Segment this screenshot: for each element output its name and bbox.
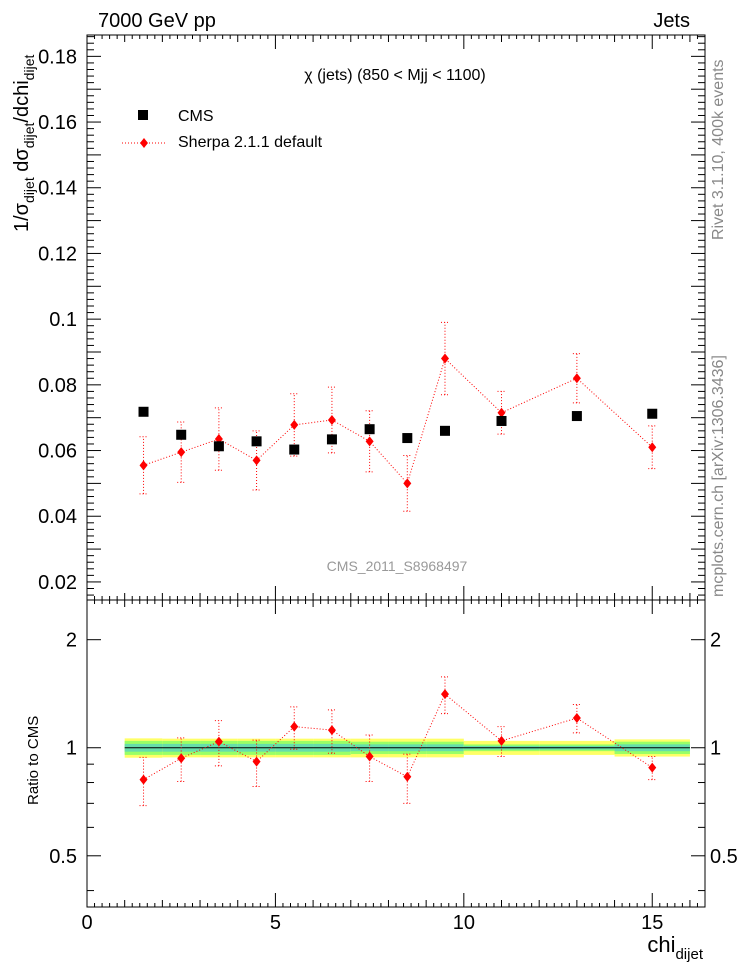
x-tick-label: 0	[81, 912, 92, 934]
sherpa-point	[327, 414, 336, 425]
legend: CMS Sherpa 2.1.1 default	[122, 108, 323, 151]
y-tick-label-ratio-right: 2	[710, 630, 721, 652]
sherpa-point	[365, 436, 374, 447]
sherpa-point	[648, 442, 657, 453]
sherpa-point	[290, 419, 299, 430]
y-tick-label-main: 0.14	[38, 178, 77, 200]
x-tick-label: 10	[453, 912, 475, 934]
sherpa-point	[252, 455, 261, 466]
ratio-frame	[86, 599, 706, 908]
chart-title: χ (jets) (850 < Mjj < 1100)	[304, 67, 486, 84]
sherpa-point	[403, 478, 412, 489]
cms-point	[213, 441, 224, 452]
legend-marker-sherpa	[140, 138, 148, 148]
ratio-panel: 0 5 10 15 0.5 0.5 1 1 2 2	[49, 599, 738, 934]
y-tick-label-main: 0.04	[38, 506, 77, 528]
cms-point	[326, 434, 337, 445]
header-left: 7000 GeV pp	[98, 10, 216, 32]
sherpa-ratio-point	[497, 735, 506, 746]
sherpa-ratio-point	[139, 774, 148, 785]
y-tick-label-main: 0.02	[38, 572, 77, 594]
sherpa-line	[143, 357, 653, 485]
cms-point	[364, 424, 375, 435]
legend-label-cms: CMS	[178, 108, 214, 125]
legend-marker-cms	[138, 110, 148, 120]
sherpa-ratio-point	[365, 751, 374, 762]
sherpa-ratio-point	[327, 725, 336, 736]
cms-point	[138, 406, 149, 417]
sherpa-ratio-point	[214, 736, 223, 747]
x-tick-label: 15	[641, 912, 663, 934]
x-axis-label: chidijet	[647, 932, 703, 963]
sherpa-point	[177, 447, 186, 458]
y-axis-label-ratio: Ratio to CMS	[25, 716, 42, 805]
sherpa-ratio-point	[177, 753, 186, 764]
mcplots-label: mcplots.cern.ch [arXiv:1306.3436]	[710, 355, 727, 597]
main-panel: 0.02 0.04 0.06 0.08 0.1 0.12 0.14 0.16 0.18	[38, 34, 706, 907]
rivet-label: Rivet 3.1.10, 400k events	[710, 59, 727, 240]
y-axis-label-main: 1/σdijet dσdijet/dchidijet	[11, 55, 37, 232]
analysis-watermark: CMS_2011_S8968497	[327, 558, 468, 574]
y-tick-label-main: 0.16	[38, 112, 77, 134]
cms-point	[251, 436, 262, 447]
cms-point	[402, 433, 413, 444]
sherpa-ratio-point	[403, 771, 412, 782]
y-tick-label-main: 0.1	[49, 309, 77, 331]
sherpa-ratio-point	[290, 721, 299, 732]
y-tick-label-ratio: 0.5	[49, 846, 77, 868]
y-tick-label-main: 0.12	[38, 243, 77, 265]
y-tick-label-ratio-right: 1	[710, 738, 721, 760]
sherpa-ratio-line	[143, 693, 653, 781]
cms-point	[496, 415, 507, 426]
cms-point	[571, 411, 582, 422]
cms-point	[176, 429, 187, 440]
sherpa-ratio-point	[252, 756, 261, 767]
sherpa-point	[572, 373, 581, 384]
cms-point	[647, 408, 658, 419]
sherpa-point	[139, 460, 148, 471]
y-tick-label-ratio-right: 0.5	[710, 846, 738, 868]
sherpa-ratio-point	[572, 713, 581, 724]
legend-label-sherpa: Sherpa 2.1.1 default	[178, 134, 323, 151]
y-tick-label-main: 0.06	[38, 441, 77, 463]
y-tick-label-ratio: 1	[66, 738, 77, 760]
x-tick-label: 5	[270, 912, 281, 934]
sherpa-point	[440, 353, 449, 364]
sherpa-ratio-point	[648, 762, 657, 773]
sherpa-ratio-point	[440, 689, 449, 700]
y-tick-label-main: 0.08	[38, 375, 77, 397]
header-right: Jets	[653, 10, 690, 32]
sherpa-point	[497, 407, 506, 418]
cms-point	[439, 425, 450, 436]
y-tick-label-main: 0.18	[38, 46, 77, 68]
y-tick-label-ratio: 2	[66, 630, 77, 652]
cms-point	[289, 444, 300, 455]
